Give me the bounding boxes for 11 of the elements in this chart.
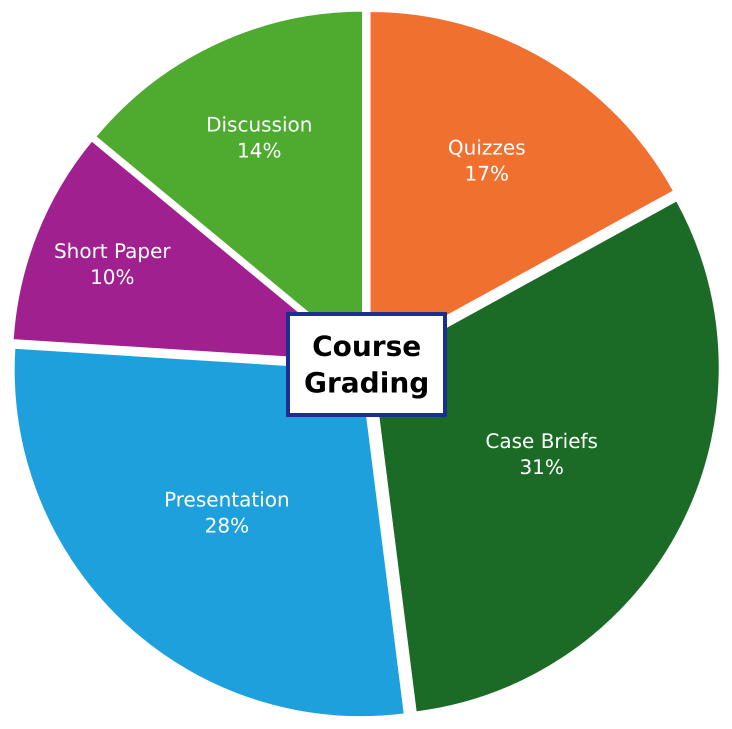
slice-label: Short Paper: [54, 239, 172, 264]
slice-label: Quizzes: [448, 135, 526, 160]
data-label: 31%: [519, 455, 564, 480]
data-label: 17%: [464, 161, 510, 186]
slice-label: Case Briefs: [485, 429, 598, 454]
text: Course Grading: [304, 330, 430, 400]
data-label: 28%: [204, 514, 250, 538]
slice-label: Presentation: [164, 488, 290, 512]
data-label: 14%: [237, 138, 282, 163]
slice-label: Discussion: [206, 112, 312, 137]
data-label: 10%: [90, 265, 135, 290]
